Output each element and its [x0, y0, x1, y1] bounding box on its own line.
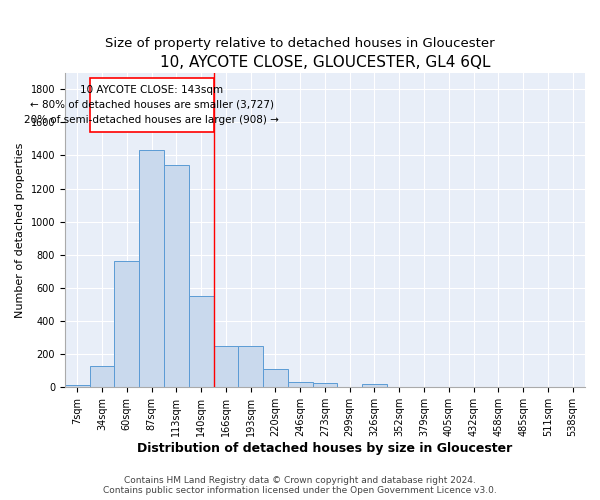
Bar	[214, 346, 238, 388]
Text: Contains HM Land Registry data © Crown copyright and database right 2024.
Contai: Contains HM Land Registry data © Crown c…	[103, 476, 497, 495]
X-axis label: Distribution of detached houses by size in Gloucester: Distribution of detached houses by size …	[137, 442, 512, 455]
Bar	[164, 166, 189, 388]
Bar	[263, 369, 288, 388]
Bar	[115, 262, 139, 388]
Bar	[313, 383, 337, 388]
Text: 10 AYCOTE CLOSE: 143sqm
← 80% of detached houses are smaller (3,727)
20% of semi: 10 AYCOTE CLOSE: 143sqm ← 80% of detache…	[24, 85, 279, 124]
Bar	[65, 385, 90, 388]
Y-axis label: Number of detached properties: Number of detached properties	[15, 142, 25, 318]
FancyBboxPatch shape	[90, 78, 214, 132]
Bar	[189, 296, 214, 388]
Bar	[288, 382, 313, 388]
Bar	[362, 384, 387, 388]
Bar	[139, 150, 164, 388]
Bar	[238, 346, 263, 388]
Bar	[90, 366, 115, 388]
Title: 10, AYCOTE CLOSE, GLOUCESTER, GL4 6QL: 10, AYCOTE CLOSE, GLOUCESTER, GL4 6QL	[160, 55, 490, 70]
Text: Size of property relative to detached houses in Gloucester: Size of property relative to detached ho…	[105, 38, 495, 51]
